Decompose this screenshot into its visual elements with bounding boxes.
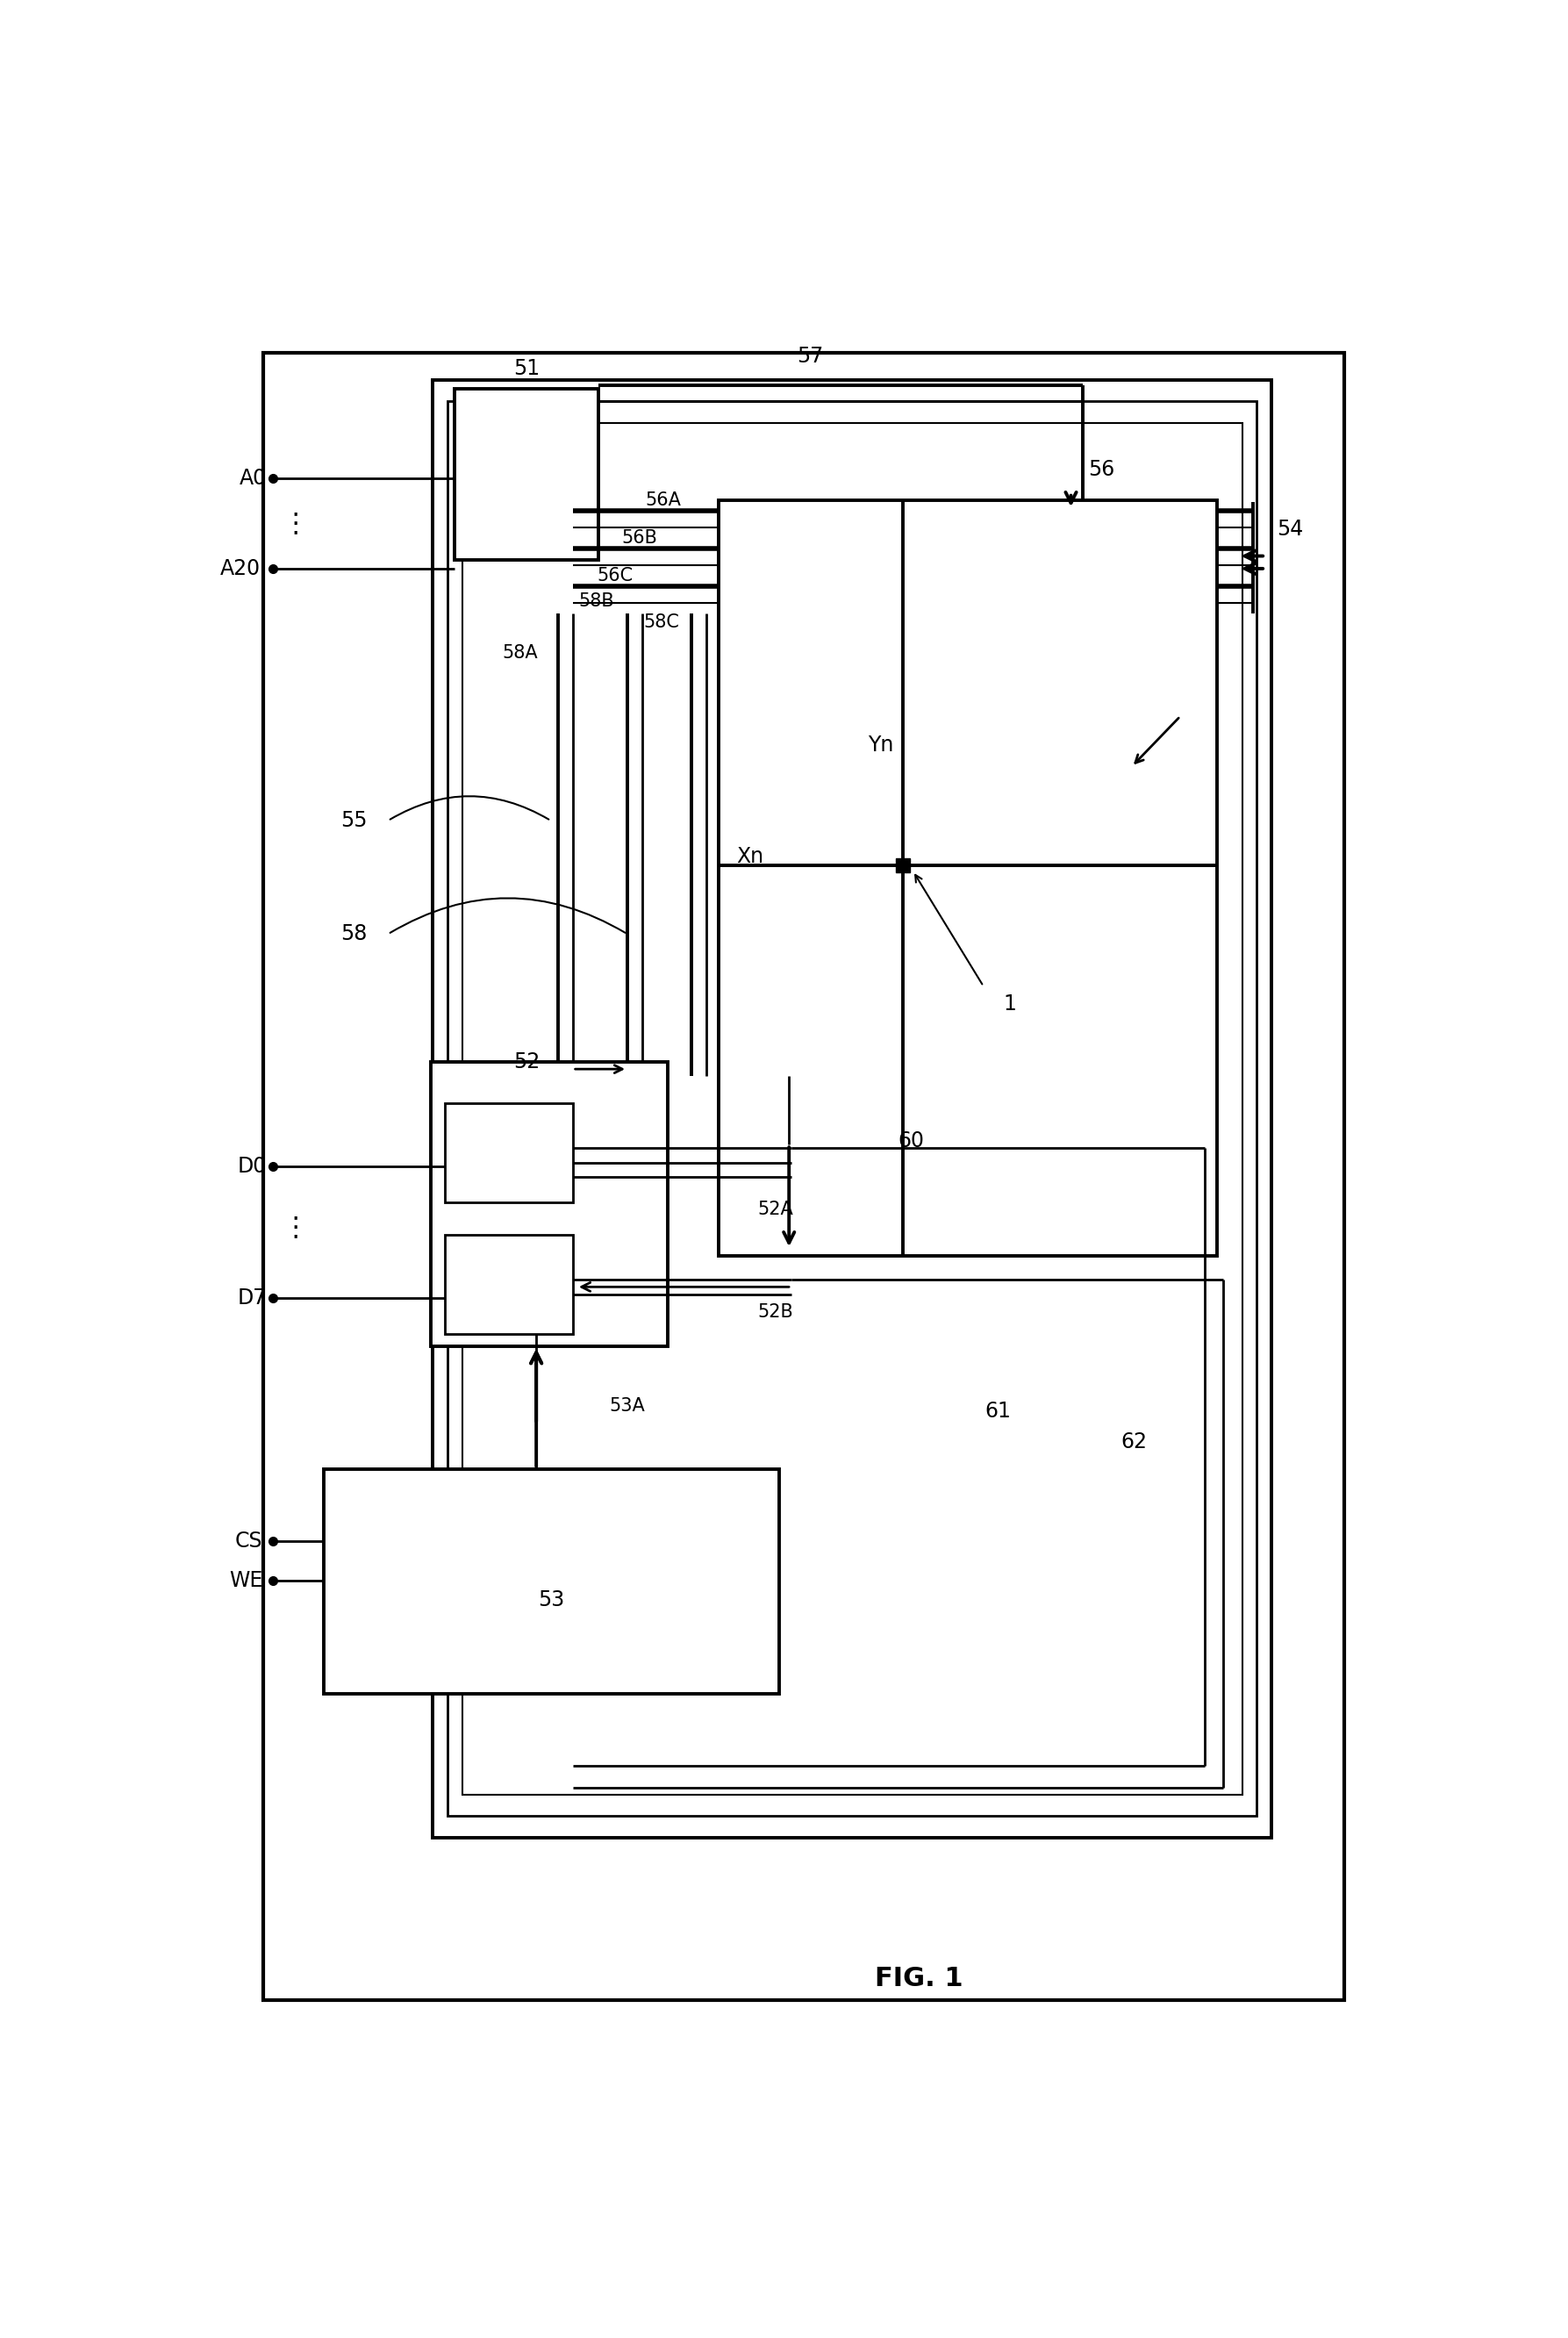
Text: Xn: Xn <box>737 846 764 867</box>
Bar <box>455 388 599 559</box>
Bar <box>445 1104 572 1202</box>
Text: 57: 57 <box>797 346 823 367</box>
Bar <box>447 402 1258 1817</box>
Text: FIG. 1: FIG. 1 <box>875 1966 963 1992</box>
Text: 60: 60 <box>898 1132 925 1153</box>
Text: 56C: 56C <box>597 568 633 584</box>
Text: 54: 54 <box>1276 519 1303 540</box>
Text: 56: 56 <box>1088 458 1115 479</box>
Text: 61: 61 <box>985 1400 1011 1422</box>
Text: D7: D7 <box>237 1288 267 1309</box>
Text: 52A: 52A <box>757 1202 793 1218</box>
Text: 1: 1 <box>1004 994 1016 1015</box>
Text: 58C: 58C <box>643 615 679 631</box>
Bar <box>263 353 1344 1999</box>
Bar <box>463 423 1242 1796</box>
Text: ⋮: ⋮ <box>282 1216 309 1239</box>
Text: 53A: 53A <box>608 1396 644 1414</box>
Text: A20: A20 <box>220 559 260 580</box>
Text: 52: 52 <box>513 1052 539 1073</box>
Text: 58: 58 <box>340 924 367 945</box>
Text: 56A: 56A <box>646 491 682 510</box>
Bar <box>323 1468 779 1693</box>
Bar <box>433 379 1272 1838</box>
Bar <box>718 500 1217 1256</box>
Text: CS: CS <box>235 1529 263 1552</box>
Text: 55: 55 <box>340 809 367 832</box>
Text: A0: A0 <box>240 468 267 489</box>
Text: 56B: 56B <box>621 528 657 547</box>
Text: 53: 53 <box>538 1590 564 1611</box>
Text: ⋮: ⋮ <box>282 512 309 535</box>
Text: 51: 51 <box>513 358 539 379</box>
Text: 58B: 58B <box>579 592 615 610</box>
Text: Yn: Yn <box>869 734 894 755</box>
Text: WE: WE <box>229 1569 263 1590</box>
Bar <box>431 1061 668 1347</box>
Bar <box>445 1234 572 1333</box>
Text: D0: D0 <box>237 1155 267 1176</box>
Text: 62: 62 <box>1121 1431 1148 1452</box>
Text: 52B: 52B <box>757 1302 793 1321</box>
Text: 58A: 58A <box>502 645 538 662</box>
